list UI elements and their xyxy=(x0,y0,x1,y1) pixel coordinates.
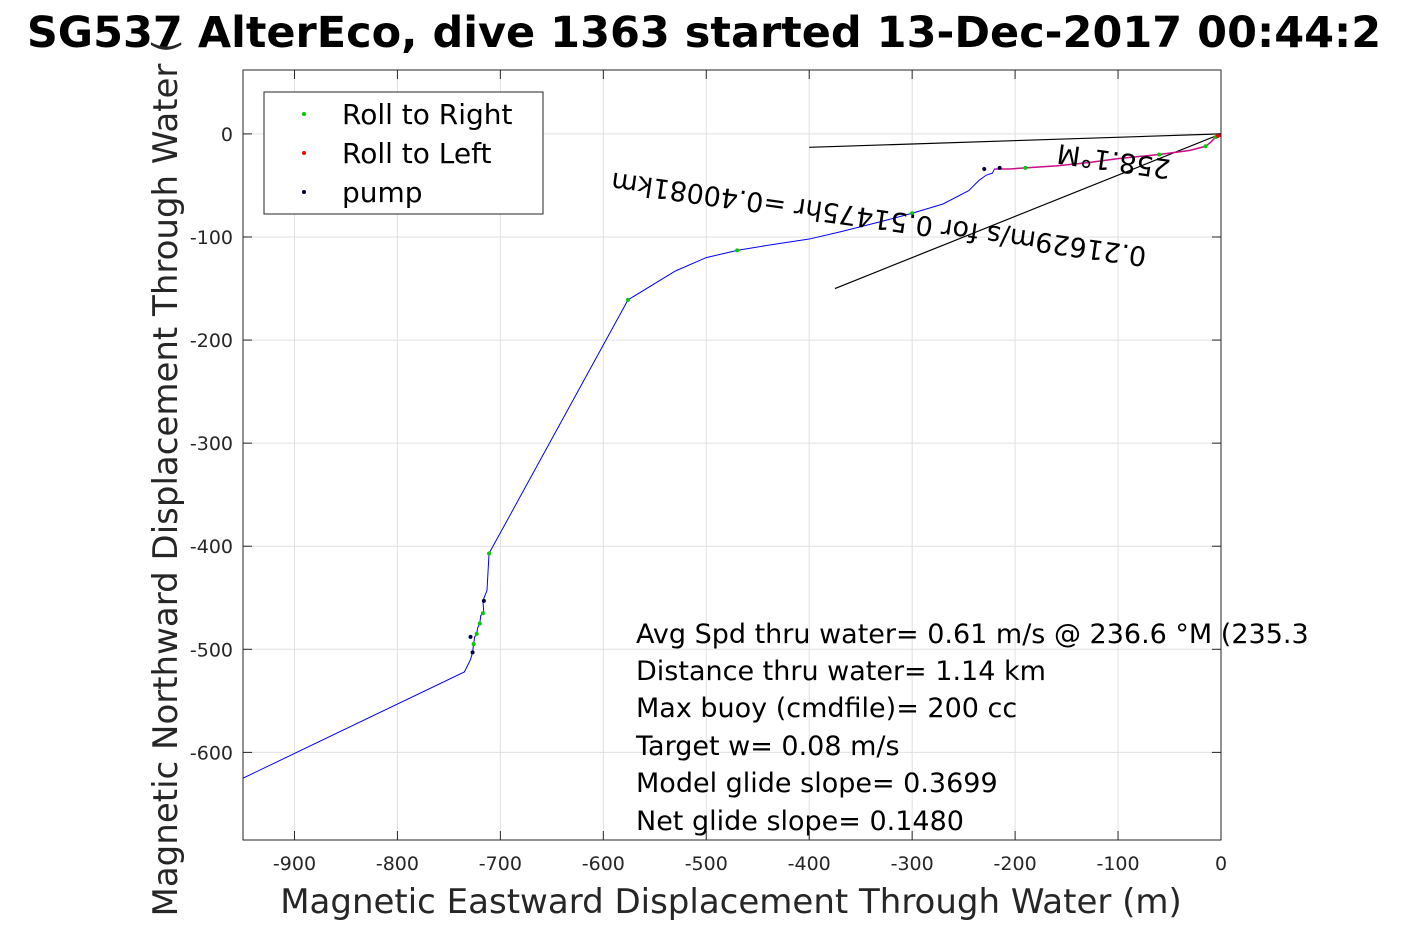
chart-title: SG537 AlterEco, dive 1363 started 13-Dec… xyxy=(27,8,1381,58)
series-layer xyxy=(243,132,1221,779)
legend: Roll to Right Roll to Left pump xyxy=(263,91,544,215)
legend-label-roll-right: Roll to Right xyxy=(342,98,513,131)
y-tick-label: -400 xyxy=(190,536,233,558)
data-point-roll-to-right xyxy=(626,297,631,302)
legend-label-pump: pump xyxy=(342,176,423,209)
ticks xyxy=(243,70,1222,840)
annotation-line xyxy=(809,133,1221,148)
x-tick-label: -100 xyxy=(1096,853,1139,875)
x-tick-label: -800 xyxy=(376,853,419,875)
data-point-roll-to-right xyxy=(480,611,485,616)
x-axis-label: Magnetic Eastward Displacement Through W… xyxy=(280,882,1182,922)
x-tick-label: -300 xyxy=(891,853,934,875)
data-point-roll-to-right xyxy=(471,642,476,647)
legend-marker-roll-right xyxy=(302,112,306,116)
data-point-pump xyxy=(997,165,1002,170)
x-tick-label: -700 xyxy=(479,853,522,875)
y-axis-label: Magnetic Northward Displacement Through … xyxy=(146,40,186,917)
legend-marker-roll-left xyxy=(302,151,306,155)
legend-marker-pump xyxy=(302,190,306,194)
data-point-pump xyxy=(470,650,475,655)
data-point-roll-to-right xyxy=(735,248,740,253)
stat-max-buoy: Max buoy (cmdfile)= 200 cc xyxy=(636,693,1017,724)
data-point-roll-to-right xyxy=(477,621,482,626)
stat-target-w: Target w= 0.08 m/s xyxy=(635,731,900,762)
y-tick-label: -600 xyxy=(190,742,233,764)
stats-block: Avg Spd thru water= 0.61 m/s @ 236.6 °M … xyxy=(635,619,1309,837)
data-point-roll-to-right xyxy=(910,211,915,216)
data-point-roll-to-right xyxy=(1157,152,1162,157)
data-point-roll-to-left xyxy=(1215,133,1220,138)
y-tick-label: -200 xyxy=(190,330,233,352)
data-point-pump xyxy=(481,598,486,603)
x-tick-labels: -900 -800 -700 -600 -500 -400 -300 -200 -100 0 xyxy=(273,853,1227,875)
data-point-pump xyxy=(982,166,987,171)
x-tick-label: -500 xyxy=(685,853,728,875)
data-point-roll-to-right xyxy=(1023,165,1028,170)
data-point-pump xyxy=(468,634,473,639)
plot-frame xyxy=(242,69,1222,841)
annotation-lines xyxy=(809,133,1221,290)
stat-net-glide: Net glide slope= 0.1480 xyxy=(636,806,964,837)
annotation-line xyxy=(834,133,1221,290)
data-point-roll-to-right xyxy=(474,631,479,636)
x-tick-label: -600 xyxy=(582,853,625,875)
stat-model-glide: Model glide slope= 0.3699 xyxy=(636,768,998,799)
y-tick-label: 0 xyxy=(221,124,233,146)
y-tick-labels: 0 -100 -200 -300 -400 -500 -600 xyxy=(190,124,233,764)
y-tick-label: -100 xyxy=(190,227,233,249)
data-point-roll-to-right xyxy=(487,551,492,556)
legend-box xyxy=(263,91,544,215)
y-tick-label: -300 xyxy=(190,433,233,455)
legend-label-roll-left: Roll to Left xyxy=(342,137,491,170)
x-tick-label: -200 xyxy=(994,853,1037,875)
x-tick-label: 0 xyxy=(1215,853,1227,875)
stat-avg-speed: Avg Spd thru water= 0.61 m/s @ 236.6 °M … xyxy=(636,619,1309,650)
surface-track-segment xyxy=(994,133,1221,170)
y-tick-label: -500 xyxy=(190,639,233,661)
data-point-roll-to-right xyxy=(1203,144,1208,149)
x-tick-label: -900 xyxy=(273,853,316,875)
x-tick-label: -400 xyxy=(788,853,831,875)
stat-distance: Distance thru water= 1.14 km xyxy=(636,656,1046,687)
